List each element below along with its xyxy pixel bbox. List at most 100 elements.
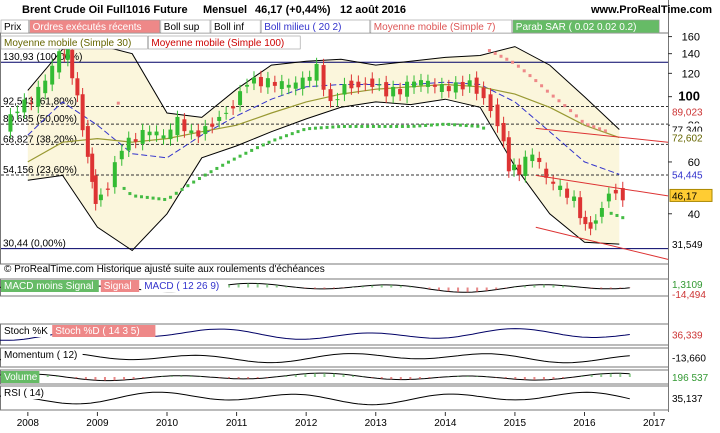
panel-bar xyxy=(362,286,364,287)
candle-body xyxy=(607,194,611,202)
candle-body xyxy=(57,51,61,72)
sar-dot xyxy=(500,55,503,58)
sar-dot xyxy=(401,125,404,128)
panel-bar xyxy=(428,377,430,378)
sar-dot xyxy=(436,123,439,126)
panel-bar xyxy=(285,376,287,377)
candle-body xyxy=(496,105,500,127)
brand-link[interactable]: www.ProRealTime.com xyxy=(590,4,712,16)
panel-bar xyxy=(47,375,49,377)
sar-dot xyxy=(372,125,375,128)
sar-dot xyxy=(604,129,607,132)
candle-body xyxy=(94,175,98,204)
candle-body xyxy=(594,220,598,223)
panel-legend-label: MACD moins Signal xyxy=(4,281,93,292)
y-tick-label: 60 xyxy=(688,157,700,169)
sar-dot xyxy=(453,123,456,126)
panel-bar xyxy=(428,288,430,290)
candle-body xyxy=(75,78,79,95)
panel-bar xyxy=(323,288,325,289)
sar-dot xyxy=(239,155,242,158)
candle-body xyxy=(113,162,117,187)
legend-item-label: Boll milieu ( 20 2) xyxy=(264,22,341,33)
sar-dot xyxy=(146,196,149,199)
sar-dot xyxy=(134,195,137,198)
panel-value-tag: 196 537 xyxy=(672,373,709,384)
sar-dot xyxy=(210,170,213,173)
candle-body xyxy=(266,78,270,87)
panel-bar xyxy=(190,376,192,377)
panel-value-tag: 36,339 xyxy=(672,331,703,342)
last-price: 46,17 (+0,44%) xyxy=(255,4,331,16)
candle-body xyxy=(245,85,249,87)
sar-dot xyxy=(366,125,369,128)
panel-bar xyxy=(133,377,135,379)
candle-body xyxy=(8,114,12,131)
x-tick-label: 2008 xyxy=(17,418,40,429)
candle-body xyxy=(203,126,207,134)
panel-bar xyxy=(304,374,306,377)
legend-item-label: Moyenne mobile (Simple 7) xyxy=(374,22,496,33)
candle-body xyxy=(517,165,521,175)
panel-bar xyxy=(228,377,230,378)
sar-dot xyxy=(308,127,311,130)
panel-bar xyxy=(371,377,373,378)
panel-bar xyxy=(543,285,545,288)
panel-value-tag: 35,137 xyxy=(672,394,703,405)
panel-bar xyxy=(247,377,249,379)
sar-dot xyxy=(221,164,224,167)
candle-body xyxy=(70,50,74,78)
candle-body xyxy=(572,197,576,201)
candle-body xyxy=(600,208,604,217)
panel-bar xyxy=(457,288,459,293)
candle-body xyxy=(120,151,124,159)
panel-bar xyxy=(457,376,459,377)
candle-body xyxy=(377,84,381,85)
panel-legend-label: Volume xyxy=(4,372,38,383)
sar-dot xyxy=(128,192,131,195)
header-date: 12 août 2016 xyxy=(340,4,406,16)
panel-bar xyxy=(314,288,316,289)
panel-legend-label: Stoch %K xyxy=(4,326,48,337)
panel-bar xyxy=(333,374,335,377)
candle-body xyxy=(99,195,103,201)
candle-body xyxy=(62,55,66,56)
sar-dot xyxy=(586,123,589,126)
sar-dot xyxy=(418,124,421,127)
panel-bar xyxy=(266,284,268,287)
fib-label: 80,685 (50,00%) xyxy=(3,114,77,125)
candle-body xyxy=(454,82,458,92)
panel-bar xyxy=(591,288,593,289)
panel-bar xyxy=(257,377,259,378)
panel-bar xyxy=(285,286,287,287)
candle-body xyxy=(50,66,54,85)
candle-body xyxy=(384,82,388,96)
candle-body xyxy=(489,94,493,111)
panel-bar xyxy=(257,283,259,287)
candle-body xyxy=(294,83,298,89)
panel-bar xyxy=(352,375,354,377)
candle-body xyxy=(210,124,214,127)
candle-body xyxy=(475,78,479,94)
candle-body xyxy=(589,222,593,228)
panel-bar xyxy=(562,377,564,378)
candle-body xyxy=(551,182,555,184)
panel-bar xyxy=(323,373,325,377)
panel-bar xyxy=(610,288,612,289)
legend-item-label: Moyenne mobile (Simple 30) xyxy=(4,38,131,49)
y-tick-label: 40 xyxy=(688,209,700,221)
candle-body xyxy=(512,165,516,171)
sar-dot xyxy=(430,124,433,127)
panel-bar xyxy=(142,377,144,378)
panel-bar xyxy=(514,377,516,379)
candle-body xyxy=(391,87,395,96)
panel-legend-label: Signal xyxy=(104,281,132,292)
candle-body xyxy=(22,99,26,112)
panel-bar xyxy=(75,377,77,378)
sar-dot xyxy=(546,90,549,93)
panel-bar xyxy=(238,284,240,288)
